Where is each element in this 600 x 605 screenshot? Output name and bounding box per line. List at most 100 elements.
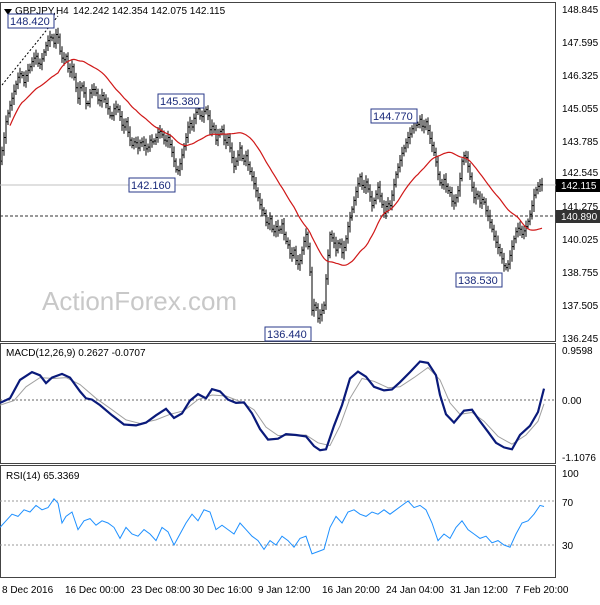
price-bar [11, 92, 13, 111]
price-bar [187, 121, 189, 144]
macd-axis: 0.9598 0.00 -1.1076 [562, 346, 596, 464]
price-bar [165, 134, 167, 147]
price-bar [533, 188, 535, 212]
price-bar [337, 239, 339, 254]
time-tick: 24 Jan 04:00 [386, 585, 444, 596]
price-bar [53, 33, 55, 48]
price-bar [117, 103, 119, 113]
price-tick: 148.845 [562, 5, 599, 16]
price-bar [427, 117, 429, 135]
price-bar [15, 80, 17, 95]
price-bar [397, 163, 399, 179]
time-tick: 16 Dec 00:00 [65, 585, 125, 596]
price-bar [129, 126, 131, 147]
price-bar [325, 274, 327, 310]
price-bar [209, 110, 211, 136]
price-bar [267, 217, 269, 230]
price-bar [405, 138, 407, 153]
price-bar [539, 179, 541, 192]
price-bar [329, 231, 331, 259]
price-bar [511, 240, 513, 262]
price-bar [517, 222, 519, 238]
macd-line [0, 360, 546, 452]
price-bar [345, 235, 347, 252]
price-bar [233, 150, 235, 174]
rsi-tick: 100 [562, 469, 579, 480]
price-bar [49, 30, 51, 47]
price-bar [77, 82, 79, 104]
price-bar [499, 243, 501, 257]
price-bar [373, 197, 375, 209]
price-tick: 145.055 [562, 104, 599, 115]
price-bar [275, 221, 277, 238]
price-bar [319, 309, 321, 324]
price-bar [537, 182, 539, 195]
price-bar [101, 88, 103, 108]
price-bar [535, 186, 537, 199]
price-bar [143, 136, 145, 151]
rsi-tick: 30 [562, 541, 574, 552]
price-bar [133, 137, 135, 150]
price-bar [457, 186, 459, 203]
price-bar [443, 174, 445, 190]
price-bar [195, 106, 197, 125]
annotation-138530: 138.530 [455, 272, 503, 288]
price-bar [107, 97, 109, 115]
annotation-145380: 145.380 [157, 93, 205, 109]
svg-text:144.770: 144.770 [373, 111, 413, 123]
price-bar [55, 28, 57, 49]
price-bar [271, 215, 273, 233]
price-bar [313, 298, 315, 317]
price-bar [171, 139, 173, 158]
price-bar [361, 172, 363, 190]
price-bar [115, 100, 117, 116]
rsi-label: RSI(14) 65.3369 [6, 471, 80, 482]
price-bar [453, 194, 455, 210]
price-bar [85, 87, 87, 110]
price-bar [97, 88, 99, 105]
price-bar [431, 131, 433, 153]
price-bar [363, 179, 365, 193]
svg-text:145.380: 145.380 [160, 96, 200, 108]
watermark: ActionForex.com [42, 286, 237, 316]
price-bar [501, 248, 503, 264]
price-bar [227, 134, 229, 146]
time-tick: 7 Feb 20:00 [515, 585, 569, 596]
price-bar [145, 138, 147, 156]
price-bar [17, 72, 19, 90]
price-bar [417, 121, 419, 129]
price-tick: 147.595 [562, 38, 599, 49]
price-bar [71, 60, 73, 79]
price-bar [229, 133, 231, 153]
price-bar [481, 193, 483, 209]
price-bar [451, 186, 453, 207]
price-bar [45, 41, 47, 56]
price-bar [439, 171, 441, 186]
price-bar [495, 230, 497, 248]
price-bar [505, 263, 507, 271]
price-bar [243, 154, 245, 166]
price-bar [359, 173, 361, 187]
price-bar [331, 230, 333, 242]
price-tick: 138.755 [562, 268, 599, 279]
price-bar [211, 119, 213, 137]
price-bar [181, 148, 183, 171]
price-bar [41, 53, 43, 71]
price-bar [99, 94, 101, 107]
price-bar [249, 161, 251, 175]
price-bar [445, 173, 447, 193]
price-bar [395, 171, 397, 188]
annotation-142160: 142.160 [128, 177, 176, 193]
price-bar [185, 133, 187, 151]
price-bar [91, 84, 93, 99]
price-tick: 136.245 [562, 334, 599, 345]
price-bar [153, 138, 155, 145]
price-bar [447, 183, 449, 194]
price-bar [283, 218, 285, 241]
price-tick: 141.275 [562, 202, 599, 213]
price-tick: 142.545 [562, 168, 599, 179]
price-bar [81, 82, 83, 92]
price-bar [263, 207, 265, 217]
price-bar [289, 239, 291, 259]
dropdown-triangle-icon[interactable] [4, 9, 12, 15]
